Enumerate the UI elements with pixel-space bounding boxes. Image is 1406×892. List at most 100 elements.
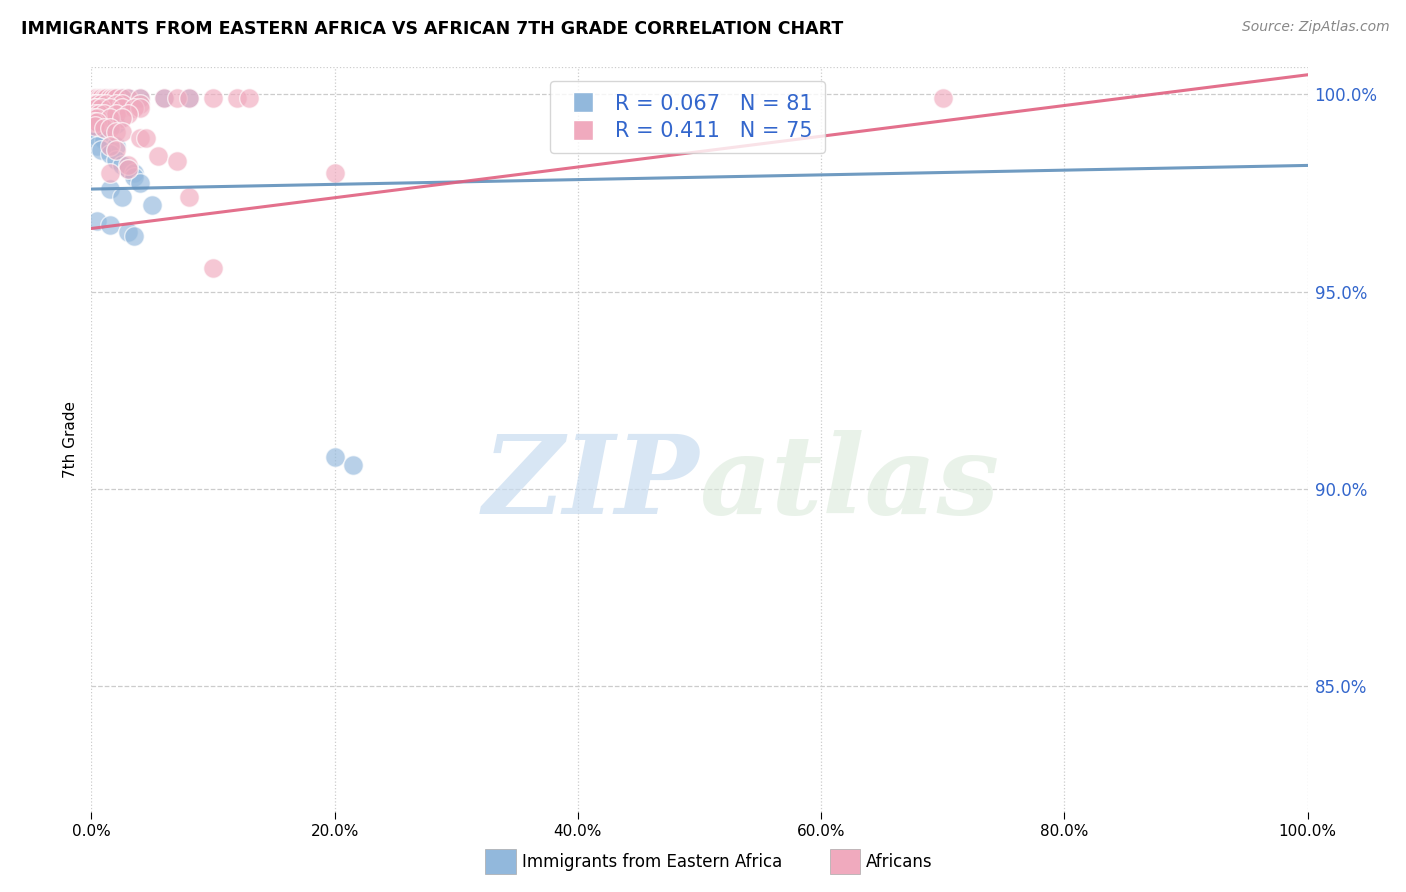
Point xyxy=(98,91,121,105)
Point xyxy=(86,91,108,105)
Point xyxy=(93,97,115,112)
Point xyxy=(93,107,115,121)
Point xyxy=(202,260,225,275)
Point xyxy=(98,146,121,161)
Point xyxy=(83,113,105,128)
Point xyxy=(177,91,200,105)
Point xyxy=(129,101,152,115)
Point xyxy=(86,95,108,110)
Point xyxy=(104,117,127,131)
Point xyxy=(177,91,200,105)
Point xyxy=(84,91,107,105)
Point xyxy=(117,162,139,177)
Point xyxy=(98,166,121,180)
Point xyxy=(122,166,145,180)
Point xyxy=(117,91,139,105)
Point xyxy=(84,123,107,137)
Point xyxy=(111,91,134,105)
Point xyxy=(86,97,108,112)
Point xyxy=(83,91,105,105)
Point xyxy=(111,158,134,172)
Text: IMMIGRANTS FROM EASTERN AFRICA VS AFRICAN 7TH GRADE CORRELATION CHART: IMMIGRANTS FROM EASTERN AFRICA VS AFRICA… xyxy=(21,20,844,37)
Point xyxy=(84,95,107,110)
Point xyxy=(87,107,110,121)
Text: ZIP: ZIP xyxy=(482,430,699,538)
Point xyxy=(98,117,121,131)
Point xyxy=(94,91,117,105)
Point xyxy=(84,91,107,105)
Point xyxy=(98,91,121,105)
Point xyxy=(83,117,105,131)
Point xyxy=(98,218,121,232)
Point xyxy=(84,105,107,120)
Point xyxy=(129,91,152,105)
Point xyxy=(93,91,115,105)
Point xyxy=(122,229,145,244)
Point xyxy=(84,95,107,110)
Point xyxy=(226,91,249,105)
Point xyxy=(93,120,115,135)
Point xyxy=(111,111,134,125)
Point xyxy=(104,97,127,112)
Point xyxy=(83,97,105,112)
Point xyxy=(93,95,115,110)
Point xyxy=(129,97,152,112)
Point xyxy=(238,91,260,105)
Point xyxy=(83,101,105,115)
Point xyxy=(111,97,134,112)
Point xyxy=(323,166,346,180)
Point xyxy=(83,109,105,123)
Point xyxy=(107,91,129,105)
Point xyxy=(83,101,105,115)
Point xyxy=(84,97,107,112)
Point xyxy=(98,101,121,115)
Point xyxy=(87,95,110,110)
Point xyxy=(101,91,124,105)
Point xyxy=(111,91,134,105)
Point xyxy=(117,107,139,121)
Point xyxy=(90,143,112,157)
Text: atlas: atlas xyxy=(699,430,1000,538)
Point xyxy=(83,95,105,110)
Point xyxy=(153,91,176,105)
Point xyxy=(98,97,121,112)
Point xyxy=(87,101,110,115)
Point xyxy=(104,138,127,153)
Point xyxy=(111,125,134,139)
Text: Africans: Africans xyxy=(866,853,932,871)
Point xyxy=(87,105,110,120)
Point xyxy=(111,190,134,204)
Point xyxy=(98,120,121,135)
Point xyxy=(90,95,112,110)
Point xyxy=(122,170,145,185)
Point xyxy=(98,111,121,125)
Point xyxy=(93,133,115,147)
Point xyxy=(90,97,112,112)
Point xyxy=(122,101,145,115)
Point xyxy=(129,91,152,105)
Point xyxy=(104,153,127,167)
Point xyxy=(84,128,107,143)
Point xyxy=(141,198,163,212)
Point xyxy=(129,131,152,145)
Point xyxy=(87,91,110,105)
Point xyxy=(84,97,107,112)
Legend: R = 0.067   N = 81, R = 0.411   N = 75: R = 0.067 N = 81, R = 0.411 N = 75 xyxy=(550,81,825,153)
Point xyxy=(94,95,117,110)
Point xyxy=(83,111,105,125)
Point xyxy=(98,182,121,196)
Point xyxy=(87,91,110,105)
Point xyxy=(135,131,157,145)
Point xyxy=(94,97,117,112)
Point xyxy=(96,91,118,105)
Point xyxy=(84,113,107,128)
Point xyxy=(166,154,188,169)
Point xyxy=(90,97,112,112)
Point xyxy=(90,91,112,105)
Point xyxy=(153,91,176,105)
Point xyxy=(84,117,107,131)
Point xyxy=(84,97,107,112)
Point xyxy=(84,109,107,123)
Point xyxy=(104,91,127,105)
Point xyxy=(104,143,127,157)
